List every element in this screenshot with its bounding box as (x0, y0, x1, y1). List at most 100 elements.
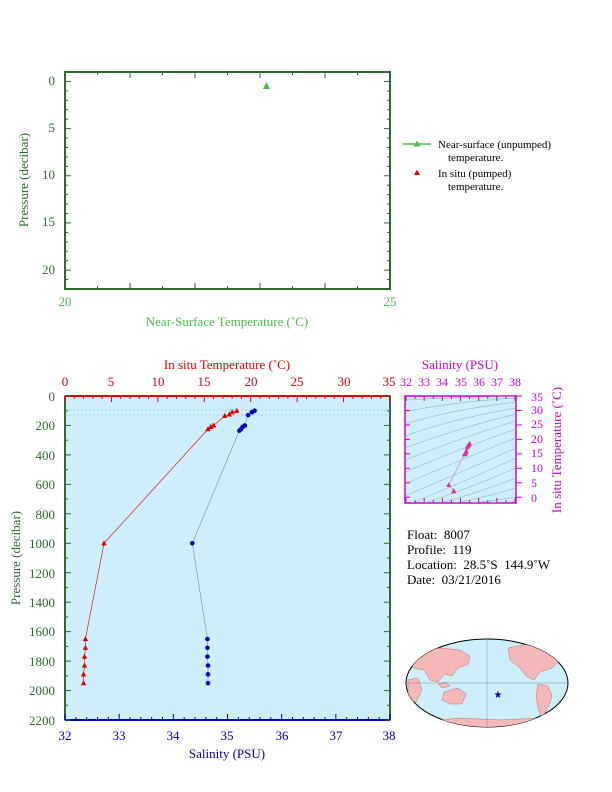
pressure-tick: 2000 (29, 683, 55, 698)
pressure-tick: 600 (36, 477, 56, 492)
pressure-tick: 1800 (29, 654, 55, 669)
profile-date: Date: 03/21/2016 (407, 572, 501, 587)
world-map: ★ (405, 638, 569, 728)
pressure-tick: 800 (36, 507, 56, 522)
profile-number: Profile: 119 (407, 542, 472, 557)
map-south-america (535, 683, 553, 719)
temp-tick: 30 (338, 374, 351, 389)
map-australia (441, 687, 467, 705)
top-chart: 0 5 10 15 20 20 25 Near-Surface Temperat… (16, 71, 397, 329)
temperature-point (226, 411, 233, 417)
top-y-tick: 10 (42, 167, 55, 182)
profile-plot-area (64, 395, 391, 721)
ts-salinity-tick: 35 (455, 375, 467, 389)
temp-axis-label: In situ Temperature (˚C) (164, 357, 290, 372)
temperature-point (210, 422, 217, 428)
temperature-point (82, 644, 89, 650)
salinity-axis-label: Salinity (PSU) (189, 746, 265, 761)
pressure-tick: 200 (36, 418, 56, 433)
pressure-tick: 400 (36, 448, 56, 463)
profile-axis-ticks (64, 395, 391, 721)
top-x-tick: 20 (59, 294, 72, 309)
salinity-point (205, 680, 211, 686)
pressure-axis-label: Pressure (decibar) (8, 511, 23, 605)
salinity-point (245, 412, 251, 418)
ts-salinity-label: Salinity (PSU) (422, 357, 498, 372)
temp-tick: 25 (291, 374, 304, 389)
pressure-tick: 1200 (29, 566, 55, 581)
legend: Near-surface (unpumped) temperature. In … (403, 139, 551, 193)
temperature-point (229, 409, 235, 415)
pressure-tick: 1600 (29, 624, 55, 639)
near-surface-point (262, 82, 271, 89)
salinity-point (205, 654, 210, 659)
ts-diagram: 32 33 34 35 36 37 38 Salinity (PSU) 35 3… (400, 357, 564, 513)
ts-temp-tick: 30 (531, 403, 543, 417)
profile-chart: 0 5 10 15 20 25 30 35 In situ Temperatur… (8, 357, 396, 761)
pressure-tick: 1400 (29, 595, 55, 610)
top-y-label: Pressure (decibar) (16, 133, 31, 227)
temperature-point (208, 423, 214, 430)
temp-tick: 10 (152, 374, 165, 389)
ts-temp-tick: 0 (531, 491, 537, 505)
salinity-tick: 32 (59, 728, 72, 743)
float-location-star-icon: ★ (494, 690, 503, 701)
temperature-point (80, 680, 87, 686)
top-plot-area (64, 71, 391, 290)
ts-point (446, 482, 452, 488)
top-y-tick: 0 (49, 73, 56, 88)
temperature-point (82, 636, 89, 642)
ts-salinity-tick: 37 (491, 375, 503, 389)
pressure-tick: 2200 (29, 713, 55, 728)
top-axis-ticks (64, 72, 391, 290)
ts-salinity-tick: 34 (436, 375, 448, 389)
ts-temp-tick: 5 (531, 476, 537, 490)
float-location: Location: 28.5˚S 144.9˚W (407, 557, 550, 572)
legend-marker-near-surface (413, 140, 421, 147)
legend-label-near-surface: Near-surface (unpumped) (438, 139, 551, 151)
salinity-tick: 34 (167, 728, 181, 743)
ts-axis-ticks (405, 395, 522, 503)
temp-tick: 15 (198, 374, 211, 389)
temperature-point (101, 540, 107, 546)
pressure-tick: 1000 (29, 536, 55, 551)
ts-temp-tick: 10 (531, 461, 543, 475)
ts-salinity-tick: 33 (418, 375, 430, 389)
salinity-tick: 38 (383, 728, 396, 743)
temp-tick: 5 (108, 374, 115, 389)
top-y-tick: 15 (42, 214, 55, 229)
temperature-point (80, 671, 87, 677)
salinity-tick: 33 (113, 728, 126, 743)
profile-chart-marks (80, 407, 257, 686)
legend-label-in-situ: In situ (pumped) (438, 168, 512, 180)
legend-label-in-situ-2: temperature. (448, 181, 504, 193)
ts-temp-tick: 35 (531, 390, 543, 404)
top-x-label: Near-Surface Temperature (˚C) (146, 314, 308, 329)
salinity-point (205, 663, 211, 668)
temp-tick: 20 (245, 374, 258, 389)
map-asia (407, 647, 471, 683)
temp-tick: 0 (62, 374, 69, 389)
ts-salinity-tick: 32 (400, 375, 412, 389)
temperature-point (222, 412, 228, 418)
ts-salinity-tick: 36 (473, 375, 485, 389)
float-id: Float: 8007 (407, 527, 470, 542)
ts-salinity-tick: 38 (509, 375, 521, 389)
salinity-point (237, 428, 242, 433)
pressure-tick: 0 (49, 389, 56, 404)
temp-tick: 35 (383, 374, 396, 389)
salinity-tick: 35 (221, 728, 234, 743)
salinity-tick: 36 (276, 728, 290, 743)
ts-temp-tick: 20 (531, 432, 543, 446)
top-y-tick: 20 (42, 262, 55, 277)
top-chart-marks (262, 82, 271, 89)
ts-temp-tick: 15 (531, 446, 543, 460)
ts-temp-tick: 25 (531, 417, 543, 431)
salinity-point (205, 672, 211, 677)
salinity-tick: 37 (330, 728, 344, 743)
temperature-point (205, 426, 211, 432)
salinity-point (189, 540, 195, 546)
float-info: Float: 8007 Profile: 119 Location: 28.5˚… (407, 527, 550, 587)
salinity-point (205, 636, 210, 642)
